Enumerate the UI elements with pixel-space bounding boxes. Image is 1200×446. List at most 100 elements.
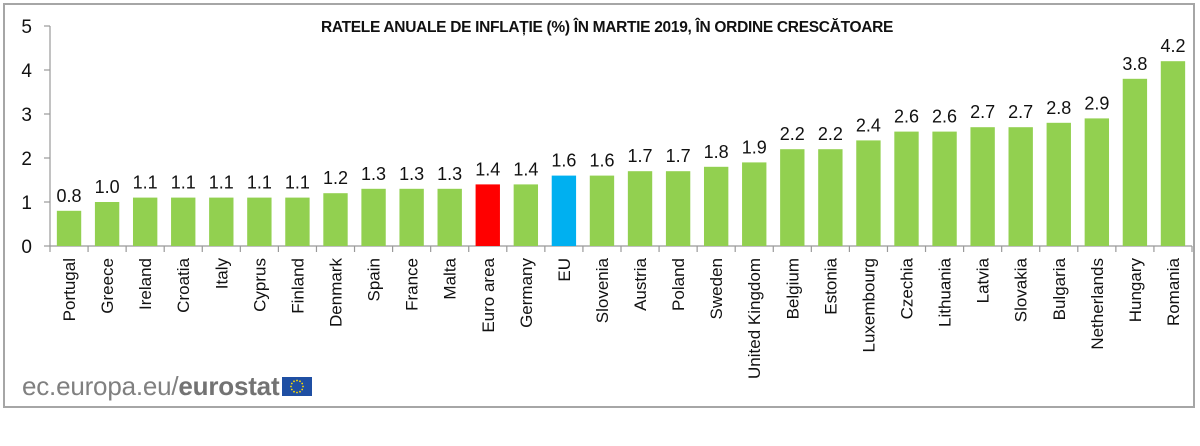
bar	[1122, 78, 1148, 246]
flag-star	[302, 385, 305, 387]
x-tick-label: Hungary	[1126, 258, 1145, 323]
bar	[1008, 127, 1033, 246]
data-label: 2.2	[780, 124, 805, 144]
data-label: 1.1	[209, 173, 234, 193]
x-tick-label: Poland	[669, 258, 688, 311]
bar	[247, 197, 272, 246]
bar	[132, 197, 158, 246]
x-tick-label: Romania	[1164, 257, 1183, 326]
y-tick-label: 5	[21, 17, 32, 38]
bar	[209, 197, 234, 246]
bar	[94, 202, 120, 246]
source-url: ec.europa.eu/eurostat	[22, 370, 280, 402]
x-tick-label: Lithuania	[936, 257, 955, 327]
bar	[856, 140, 881, 246]
bar	[780, 149, 805, 246]
data-label: 1.1	[133, 173, 158, 193]
bar	[627, 171, 653, 246]
x-tick-label: Ireland	[136, 258, 155, 310]
bar	[1046, 122, 1071, 246]
data-label: 1.6	[551, 151, 576, 171]
data-label: 1.3	[361, 164, 386, 184]
x-tick-labels: Portugal Greece Ireland Croatia Italy Cyprus F…	[60, 257, 1183, 379]
axes: 0 1 2 3 4 5	[21, 17, 1193, 258]
data-label: 1.1	[171, 173, 196, 193]
flag-star	[291, 382, 294, 384]
data-label: 1.8	[704, 142, 729, 162]
flag-star	[291, 388, 294, 390]
data-label: 2.9	[1084, 93, 1109, 113]
bar	[1160, 61, 1186, 247]
data-label: 0.8	[57, 186, 82, 206]
bar	[513, 184, 539, 246]
x-tick-label: Czechia	[898, 257, 917, 319]
x-tick-label: United Kingdom	[745, 258, 764, 379]
bar	[551, 175, 577, 246]
source-prefix: ec.europa.eu/	[22, 370, 179, 401]
x-tick-label: Portugal	[60, 258, 79, 321]
flag-star	[301, 388, 304, 390]
bar	[399, 188, 424, 246]
x-tick-label: Greece	[98, 258, 117, 314]
data-label: 2.7	[970, 102, 995, 122]
eu-flag-icon	[282, 376, 313, 396]
bar	[703, 166, 729, 246]
x-tick-label: Croatia	[174, 257, 193, 312]
x-tick-label: Finland	[288, 258, 307, 314]
bar	[894, 131, 919, 246]
flag-star	[301, 382, 304, 384]
bar	[323, 193, 348, 246]
data-label: 1.4	[475, 159, 500, 179]
data-label: 3.8	[1122, 54, 1147, 74]
x-tick-label: Spain	[365, 258, 384, 301]
data-label: 2.2	[818, 124, 843, 144]
x-tick-label: Luxembourg	[859, 258, 878, 353]
data-label: 1.7	[666, 146, 691, 166]
data-label: 2.4	[856, 115, 881, 135]
data-label: 1.7	[628, 146, 653, 166]
bar	[970, 127, 995, 246]
bar	[361, 188, 386, 246]
data-label: 2.8	[1046, 98, 1071, 118]
chart-title: RATELE ANUALE DE INFLAȚIE (%) ÎN MARTIE …	[321, 18, 893, 36]
x-tick-label: Italy	[212, 258, 231, 290]
data-label: 1.1	[285, 173, 310, 193]
data-label: 2.6	[932, 107, 957, 127]
bar	[56, 210, 82, 246]
data-label: 1.4	[513, 159, 538, 179]
data-label: 1.0	[95, 177, 120, 197]
x-tick-label: Slovakia	[1012, 257, 1031, 322]
x-tick-label: Austria	[631, 257, 650, 310]
x-tick-label: Belgium	[783, 258, 802, 319]
x-tick-label: Germany	[517, 258, 536, 328]
bar	[171, 197, 196, 246]
x-tick-label: Malta	[441, 257, 460, 299]
x-tick-label: France	[403, 258, 422, 311]
flag-star	[293, 379, 296, 382]
flag-star	[296, 379, 299, 381]
x-tick-label: Bulgaria	[1050, 257, 1069, 320]
x-tick-label: Sweden	[707, 258, 726, 319]
y-tick-label: 0	[21, 237, 32, 258]
y-tick-label: 1	[21, 193, 32, 214]
data-label: 1.1	[247, 173, 272, 193]
x-tick-label: Latvia	[974, 257, 993, 303]
data-labels: 0.8 1.0 1.1 1.1 1.1 1.1 1.1 1.2 1.3 1.3 1.3 1.4 1.4 1…	[57, 36, 1186, 206]
flag-star	[293, 390, 296, 393]
bars	[56, 61, 1186, 247]
data-label: 1.6	[589, 151, 614, 171]
data-label: 2.7	[1008, 102, 1033, 122]
data-label: 1.3	[437, 164, 462, 184]
y-tick-label: 4	[21, 61, 32, 82]
bar	[742, 162, 767, 246]
bar	[475, 184, 500, 246]
bar	[1084, 118, 1110, 246]
bar	[437, 188, 462, 246]
source-brand: eurostat	[178, 370, 280, 401]
data-label: 2.6	[894, 107, 919, 127]
x-tick-label: Euro area	[479, 257, 498, 332]
data-label: 1.9	[742, 137, 767, 157]
flag-star	[290, 385, 293, 387]
x-tick-label: EU	[555, 258, 574, 282]
